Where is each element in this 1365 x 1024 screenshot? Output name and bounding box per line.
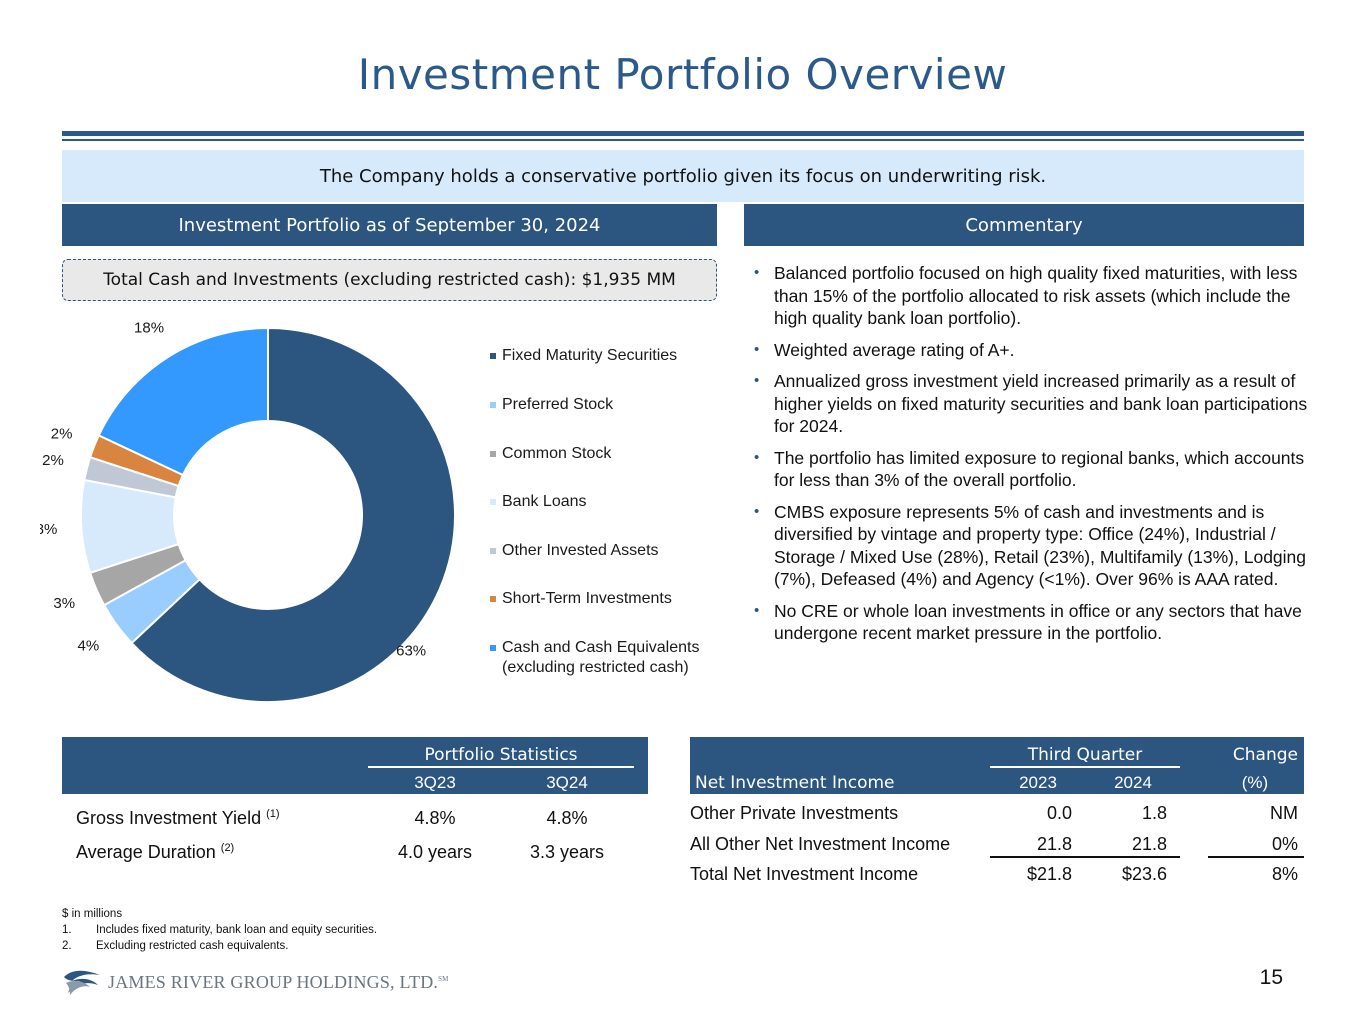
nii-cell: $21.8	[1026, 864, 1072, 884]
legend-swatch	[490, 548, 496, 554]
portfolio-section-header: Investment Portfolio as of September 30,…	[62, 204, 717, 246]
portfolio-stats-header	[62, 737, 648, 794]
legend-item: Preferred Stock	[490, 395, 613, 415]
legend-swatch	[490, 353, 496, 359]
donut-data-label: 2%	[51, 425, 73, 442]
footnote: 1. Includes fixed maturity, bank loan and…	[62, 924, 378, 936]
total-investments-box: Total Cash and Investments (excluding re…	[62, 259, 717, 301]
legend-label: Common Stock	[502, 445, 612, 462]
footnote-units: $ in millions	[62, 908, 123, 920]
stat-cell: 4.8%	[546, 808, 588, 828]
commentary-item: • Weighted average rating of A+.	[754, 339, 1015, 360]
legend-label: Other Invested Assets	[502, 542, 659, 559]
commentary-item: • The portfolio has limited exposure to r…	[754, 447, 1305, 491]
donut-data-label: 8%	[40, 521, 57, 538]
legend-label: Bank Loans	[502, 493, 587, 510]
page-title: Investment Portfolio Overview	[357, 50, 1008, 99]
legend-swatch	[490, 451, 496, 457]
stat-row-label: Gross Investment Yield (1)	[76, 808, 280, 828]
legend-item: Common Stock	[490, 444, 611, 464]
portfolio-stats-col-3q24: 3Q24	[546, 773, 588, 792]
legend-swatch	[490, 402, 496, 408]
bullet-icon: •	[754, 601, 760, 619]
nii-col-change-unit: (%)	[1241, 773, 1269, 792]
legend-label: Cash and Cash Equivalents (excluding rest…	[502, 639, 700, 676]
commentary-section-title: Commentary	[965, 214, 1083, 236]
legend-item: Bank Loans	[490, 492, 587, 512]
nii-third-quarter-title: Third Quarter	[1027, 745, 1143, 765]
legend-label: Short-Term Investments	[502, 590, 672, 607]
donut-data-label: 18%	[134, 320, 164, 337]
nii-row-label: Total Net Investment Income	[690, 864, 919, 884]
nii-col-2023: 2023	[1019, 773, 1057, 792]
stat-row-label: Average Duration (2)	[76, 842, 235, 862]
donut-data-label: 63%	[396, 642, 426, 659]
nii-cell: 1.8	[1141, 803, 1167, 823]
nii-col-2024: 2024	[1114, 773, 1152, 792]
donut-slice-cash-and-cash-equivalents-excluding-restricted-cash	[97, 326, 269, 477]
donut-slice-fixed-maturity-securities	[130, 326, 456, 703]
company-logo: JAMES RIVER GROUP HOLDINGS, LTD.SM	[62, 967, 449, 997]
commentary-item: • No CRE or whole loan investments in off…	[754, 600, 1302, 644]
legend-item: Fixed Maturity Securities	[490, 346, 677, 366]
river-logo-icon	[64, 970, 100, 995]
nii-cell: 21.8	[1036, 834, 1072, 854]
portfolio-donut-chart: 63% 4% 3% 8% 2% 2% 18%	[40, 320, 456, 703]
nii-cell: 8%	[1271, 864, 1298, 884]
nii-subtotal-rule	[1208, 856, 1304, 858]
commentary-list: • Balanced portfolio focused on high qual…	[752, 262, 1312, 654]
nii-third-quarter-rule	[990, 766, 1180, 768]
nii-cell: NM	[1270, 803, 1298, 823]
legend-item: Other Invested Assets	[490, 541, 659, 561]
bullet-icon: •	[754, 372, 760, 389]
commentary-section-header: Commentary	[744, 204, 1304, 246]
legend-item: Cash and Cash Equivalents (excluding rest…	[490, 638, 699, 678]
nii-cell: $23.6	[1121, 864, 1167, 884]
nii-subtotal-rule	[990, 856, 1180, 858]
commentary-item: • Balanced portfolio focused on high qual…	[754, 263, 1298, 328]
nii-row-label: All Other Net Investment Income	[690, 834, 951, 854]
total-investments-text: Total Cash and Investments (excluding re…	[103, 270, 676, 290]
donut-data-label: 4%	[78, 637, 100, 654]
nii-cell: 21.8	[1131, 834, 1167, 854]
stat-cell: 3.3 years	[529, 842, 605, 862]
nii-table-header	[690, 737, 1304, 794]
nii-table-title: Net Investment Income	[695, 773, 895, 793]
nii-row-label: Other Private Investments	[690, 803, 899, 823]
footnote: 2. Excluding restricted cash equivalents.	[62, 940, 289, 952]
portfolio-stats-title: Portfolio Statistics	[424, 745, 578, 765]
company-logo-text: JAMES RIVER GROUP HOLDINGS, LTD.SM	[108, 971, 449, 992]
portfolio-stats-col-3q23: 3Q23	[414, 773, 456, 792]
tagline-text: The Company holds a conservative portfol…	[319, 165, 1047, 187]
legend-swatch	[490, 596, 496, 602]
nii-cell: 0.0	[1046, 803, 1072, 823]
legend-label: Fixed Maturity Securities	[502, 347, 678, 364]
footnotes: $ in millions 1. Includes fixed maturity,…	[62, 906, 377, 954]
bullet-icon: •	[754, 264, 760, 281]
stat-cell: 4.0 years	[397, 842, 473, 862]
stat-cell: 4.8%	[414, 808, 456, 828]
portfolio-stats-title-rule	[368, 766, 634, 768]
portfolio-section-title: Investment Portfolio as of September 30,…	[178, 214, 601, 236]
bullet-icon: •	[754, 448, 760, 466]
nii-cell: 0%	[1271, 834, 1298, 854]
legend-item: Short-Term Investments	[490, 589, 672, 609]
page-number: 15	[1259, 966, 1283, 989]
title-rule-thin	[62, 139, 1304, 141]
commentary-item: • CMBS exposure represents 5% of cash and…	[754, 501, 1307, 590]
commentary-item: • Annualized gross investment yield incre…	[754, 371, 1308, 436]
donut-data-label: 3%	[53, 595, 75, 612]
tagline-banner: The Company holds a conservative portfol…	[62, 150, 1304, 202]
legend-swatch	[490, 645, 496, 651]
bullet-icon: •	[754, 502, 760, 520]
title-rule-thick	[62, 131, 1304, 136]
nii-change-title: Change	[1232, 745, 1298, 765]
donut-data-label: 2%	[42, 452, 64, 469]
bullet-icon: •	[754, 340, 760, 358]
legend-label: Preferred Stock	[502, 396, 614, 413]
legend-swatch	[490, 499, 496, 505]
